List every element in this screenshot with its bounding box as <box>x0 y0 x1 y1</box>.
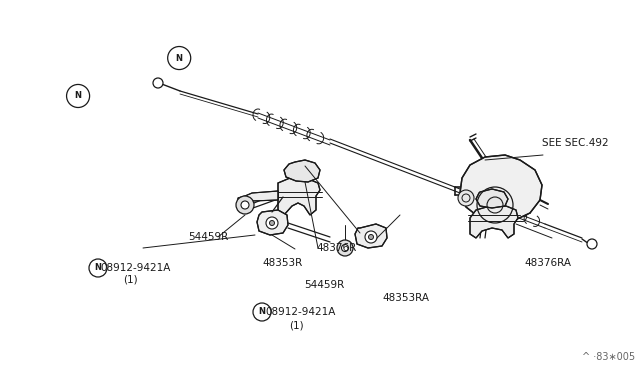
Polygon shape <box>284 160 320 182</box>
Circle shape <box>236 196 254 214</box>
Circle shape <box>269 221 275 225</box>
Circle shape <box>153 78 163 88</box>
Polygon shape <box>476 189 508 208</box>
Polygon shape <box>460 155 542 222</box>
Circle shape <box>458 190 474 206</box>
Text: (1): (1) <box>289 320 303 330</box>
Circle shape <box>241 201 249 209</box>
Text: 54459R: 54459R <box>304 280 344 290</box>
Text: ^ ·83∗005: ^ ·83∗005 <box>582 352 635 362</box>
Text: N: N <box>176 54 182 62</box>
Polygon shape <box>278 178 320 215</box>
Circle shape <box>337 240 353 256</box>
Circle shape <box>266 217 278 229</box>
Text: SEE SEC.492: SEE SEC.492 <box>542 138 609 148</box>
Text: (1): (1) <box>123 275 138 285</box>
Circle shape <box>587 239 597 249</box>
Text: 54459R: 54459R <box>188 232 228 242</box>
Polygon shape <box>238 191 278 207</box>
Text: 48376RA: 48376RA <box>524 258 571 268</box>
Text: N: N <box>259 308 266 317</box>
Text: 08912-9421A: 08912-9421A <box>100 263 170 273</box>
Text: 08912-9421A: 08912-9421A <box>265 307 335 317</box>
Circle shape <box>365 231 377 243</box>
Circle shape <box>369 234 374 240</box>
Circle shape <box>342 244 349 251</box>
Polygon shape <box>470 206 518 238</box>
Polygon shape <box>355 224 387 248</box>
Text: N: N <box>95 263 102 273</box>
Polygon shape <box>257 210 288 235</box>
Text: N: N <box>75 92 81 100</box>
Text: 48353R: 48353R <box>262 258 302 268</box>
Text: 48353RA: 48353RA <box>382 293 429 303</box>
Text: 48376R: 48376R <box>316 243 356 253</box>
